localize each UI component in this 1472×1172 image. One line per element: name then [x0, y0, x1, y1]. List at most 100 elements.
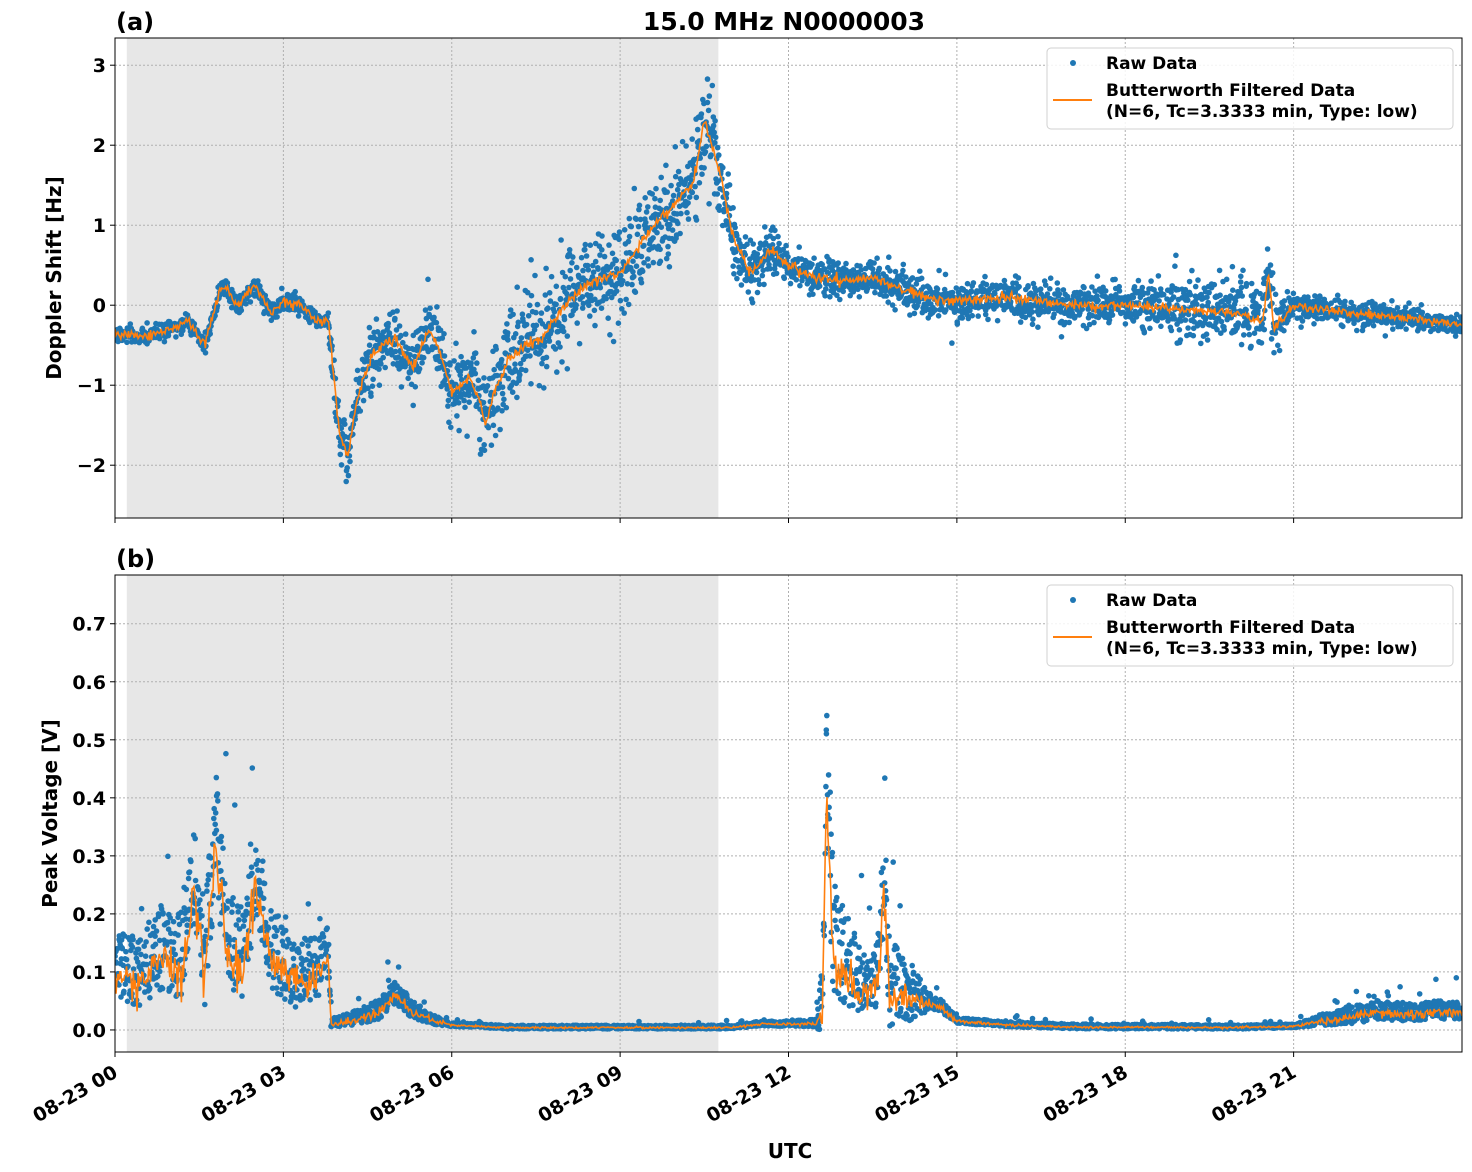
raw-data-point [259, 867, 265, 874]
raw-data-point [378, 361, 384, 367]
raw-data-point [621, 227, 628, 233]
raw-data-point [936, 267, 942, 274]
raw-data-point [370, 376, 376, 383]
raw-data-point [542, 292, 549, 298]
raw-data-point [708, 152, 714, 158]
raw-data-point [1457, 314, 1462, 320]
raw-data-point [553, 283, 560, 290]
raw-data-point [532, 272, 538, 279]
raw-data-point [712, 118, 718, 124]
raw-data-point [772, 227, 778, 234]
raw-data-point [963, 288, 969, 295]
raw-data-point [116, 982, 122, 988]
raw-data-point [797, 282, 803, 289]
raw-data-point [1147, 325, 1153, 332]
raw-data-point [164, 919, 171, 926]
raw-data-point [635, 223, 642, 230]
raw-data-point [618, 272, 624, 279]
raw-data-point [238, 904, 244, 910]
raw-data-point [654, 229, 660, 236]
raw-data-point [129, 944, 136, 950]
raw-data-point [579, 294, 586, 300]
raw-data-point [1380, 302, 1387, 308]
raw-data-point [1229, 263, 1236, 270]
raw-data-point [217, 921, 223, 927]
raw-data-point [235, 909, 241, 915]
raw-data-point [402, 331, 409, 337]
raw-data-point [1044, 291, 1051, 297]
raw-data-point [213, 827, 220, 834]
raw-data-point [781, 275, 788, 282]
raw-data-point [652, 195, 658, 202]
raw-data-point [553, 301, 559, 308]
raw-data-point [488, 442, 495, 449]
raw-data-point [398, 384, 405, 390]
raw-data-point [394, 308, 400, 314]
raw-data-point [1418, 302, 1425, 308]
raw-data-point [137, 937, 144, 943]
raw-data-point [342, 421, 348, 428]
raw-data-point [751, 277, 758, 283]
raw-data-point [675, 220, 681, 227]
raw-data-point [631, 273, 637, 280]
raw-data-point [218, 833, 225, 840]
raw-data-point [557, 295, 564, 302]
raw-data-point [755, 277, 762, 283]
raw-data-point [365, 358, 371, 364]
raw-data-point [1238, 284, 1245, 291]
raw-data-point [222, 880, 228, 887]
raw-data-point [738, 282, 745, 288]
raw-data-point [1241, 332, 1247, 338]
raw-data-point [167, 915, 173, 921]
raw-data-point [255, 857, 261, 864]
raw-data-point [909, 275, 916, 281]
raw-data-point [431, 314, 437, 321]
raw-data-point [531, 327, 538, 333]
raw-data-point [796, 244, 802, 250]
raw-data-point [592, 258, 599, 265]
raw-data-point [538, 310, 545, 316]
raw-data-point [1094, 273, 1101, 280]
raw-data-point [574, 320, 580, 326]
raw-data-point [548, 273, 555, 280]
raw-data-point [175, 932, 181, 938]
raw-data-point [1123, 314, 1129, 320]
raw-data-point [504, 321, 510, 327]
raw-data-point [407, 369, 414, 376]
raw-data-point [254, 911, 260, 918]
raw-data-point [493, 346, 500, 352]
raw-data-point [617, 297, 624, 304]
raw-data-point [573, 264, 580, 271]
raw-data-point [665, 251, 672, 257]
raw-data-point [392, 348, 399, 355]
raw-data-point [1402, 304, 1409, 311]
raw-data-point [1238, 273, 1244, 280]
raw-data-point [1238, 341, 1245, 348]
raw-data-point [1206, 289, 1212, 296]
raw-data-point [243, 301, 249, 307]
raw-data-point [202, 350, 209, 356]
raw-data-point [411, 999, 418, 1006]
raw-data-point [433, 319, 440, 326]
raw-data-point [337, 451, 344, 458]
raw-data-point [1457, 319, 1462, 325]
raw-data-point [1140, 290, 1147, 296]
raw-data-point [637, 216, 644, 223]
raw-data-point [407, 352, 413, 358]
raw-data-point [410, 402, 417, 409]
raw-data-point [630, 258, 636, 265]
raw-data-point [405, 375, 412, 382]
raw-data-point [730, 263, 736, 270]
raw-data-point [518, 335, 525, 341]
raw-data-point [505, 375, 512, 382]
raw-data-point [731, 271, 737, 277]
raw-data-point [576, 340, 583, 347]
raw-data-point [215, 895, 222, 901]
raw-data-point [672, 144, 679, 150]
raw-data-point [630, 269, 636, 275]
raw-data-point [1333, 316, 1339, 322]
raw-data-point [793, 277, 800, 283]
raw-data-point [445, 403, 451, 409]
raw-data-point [165, 332, 172, 339]
raw-data-point [1221, 327, 1227, 333]
